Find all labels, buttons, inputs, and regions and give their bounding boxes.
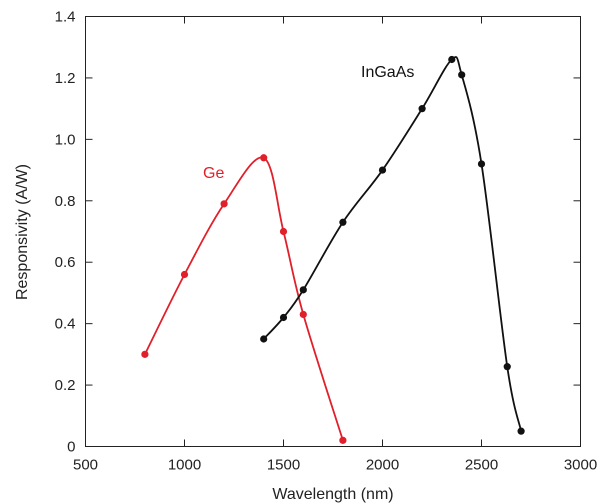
data-point-ge <box>180 270 189 279</box>
data-point-ge <box>279 227 288 236</box>
data-point-ge <box>339 436 347 444</box>
x-tick-label: 2000 <box>366 457 399 474</box>
data-point-ingaas <box>260 335 268 343</box>
x-tick-label: 1000 <box>168 457 201 474</box>
y-tick-label: 1.2 <box>55 70 76 87</box>
data-point-ingaas <box>517 427 525 435</box>
data-point-ge <box>220 200 228 208</box>
y-tick-label: 1.4 <box>55 9 76 26</box>
y-tick-label: 0.4 <box>55 316 76 333</box>
y-tick-label: 0 <box>67 439 75 456</box>
data-point-ingaas <box>477 160 486 168</box>
x-tick-label: 1500 <box>267 457 300 474</box>
data-point-ge <box>141 350 149 358</box>
data-point-ge <box>260 154 268 162</box>
plot-frame <box>85 16 581 447</box>
series-lines <box>144 56 522 441</box>
x-tick-label: 3000 <box>564 457 597 474</box>
x-tick-label: 500 <box>73 457 98 474</box>
y-axis-label: Responsivity (A/W) <box>14 164 31 300</box>
series-line-ingaas <box>263 56 522 432</box>
series-label-ingaas: InGaAs <box>361 64 414 81</box>
x-tick-label: 2500 <box>465 457 498 474</box>
series-points <box>141 55 525 444</box>
y-tick-label: 0.2 <box>55 377 76 394</box>
series-line-ge <box>144 156 344 441</box>
data-point-ingaas <box>458 71 466 79</box>
y-tick-label: 0.6 <box>55 254 76 271</box>
data-point-ge <box>299 310 307 319</box>
y-tick-label: 1.0 <box>55 131 76 148</box>
axis-tick-labels: 500 1000 1500 2000 2500 3000 0 0.2 0.4 0.6 0.8 1.0 1… <box>55 9 598 474</box>
data-point-ingaas <box>279 313 288 322</box>
data-point-ingaas <box>378 166 387 174</box>
axis-ticks <box>85 16 581 447</box>
x-axis-label: Wavelength (nm) <box>272 486 393 503</box>
data-point-ingaas <box>299 286 307 294</box>
data-point-ingaas <box>503 363 511 371</box>
data-point-ingaas <box>339 218 347 226</box>
series-label-ge: Ge <box>203 165 224 182</box>
data-point-ingaas <box>448 55 456 64</box>
y-tick-label: 0.8 <box>55 193 76 210</box>
data-point-ingaas <box>418 105 426 113</box>
